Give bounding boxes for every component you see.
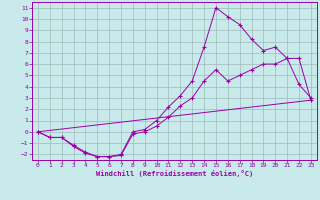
X-axis label: Windchill (Refroidissement éolien,°C): Windchill (Refroidissement éolien,°C) [96, 170, 253, 177]
